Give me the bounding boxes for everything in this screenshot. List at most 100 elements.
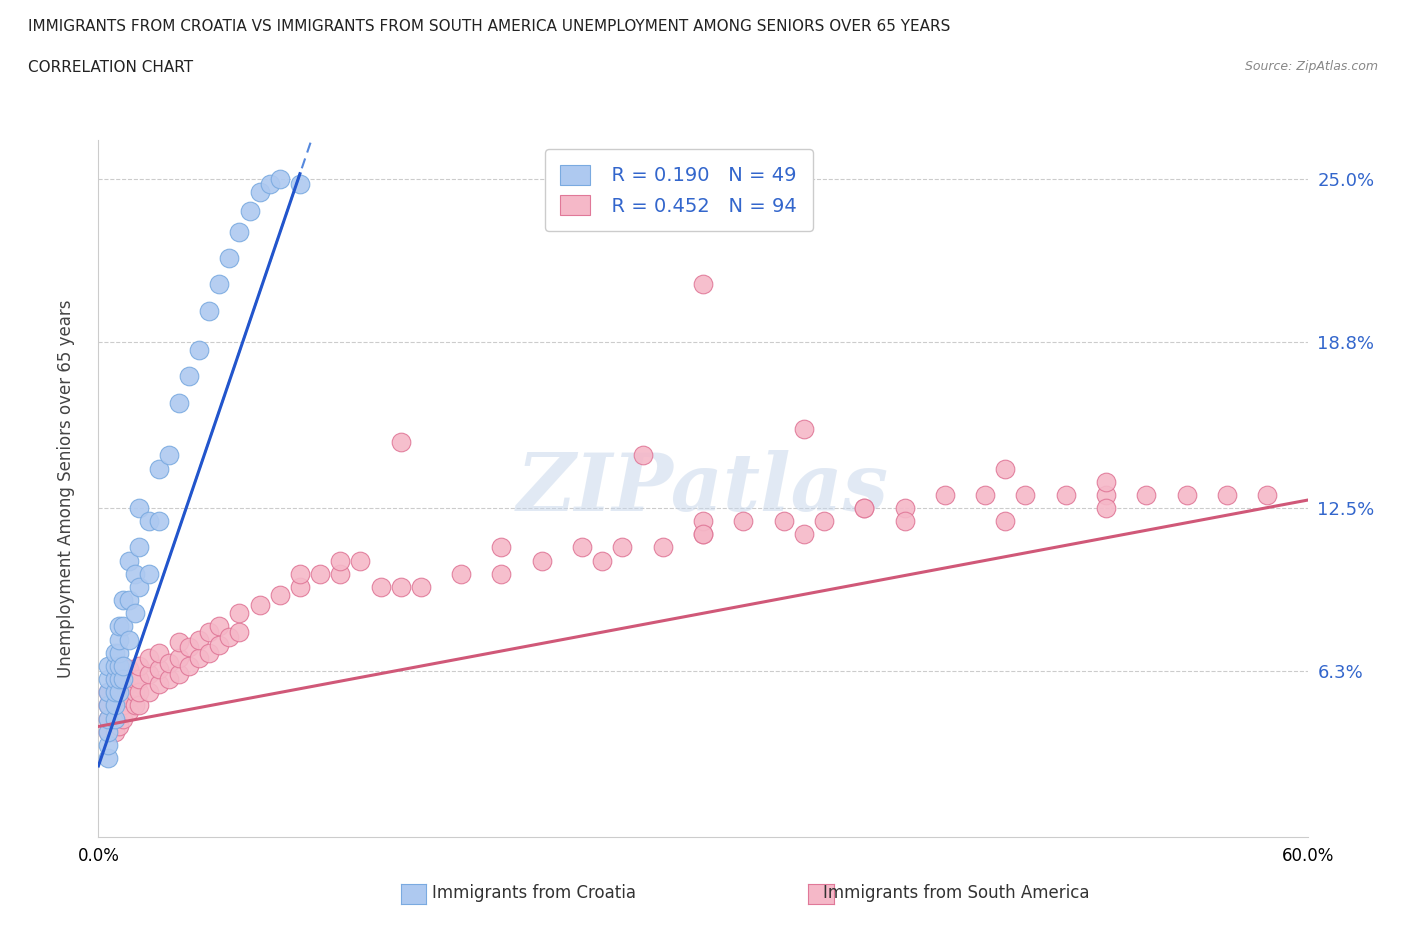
Point	[103, 698, 125, 712]
Text: ZIPatlas: ZIPatlas	[517, 449, 889, 527]
Point	[733, 513, 755, 528]
Point	[111, 684, 134, 699]
Point	[103, 671, 125, 686]
Legend:   R = 0.190   N = 49,   R = 0.452   N = 94: R = 0.190 N = 49, R = 0.452 N = 94	[546, 149, 813, 232]
Point	[97, 724, 120, 739]
Point	[692, 527, 714, 542]
Point	[138, 566, 160, 581]
Point	[269, 588, 291, 603]
Point	[111, 711, 134, 726]
Point	[103, 711, 125, 726]
Point	[118, 703, 141, 718]
Point	[198, 624, 221, 639]
Point	[124, 684, 146, 699]
Text: IMMIGRANTS FROM CROATIA VS IMMIGRANTS FROM SOUTH AMERICA UNEMPLOYMENT AMONG SENI: IMMIGRANTS FROM CROATIA VS IMMIGRANTS FR…	[28, 19, 950, 33]
Point	[167, 651, 190, 666]
Point	[103, 645, 125, 660]
Point	[124, 698, 146, 712]
Point	[118, 632, 141, 647]
Point	[179, 369, 201, 384]
Point	[198, 303, 221, 318]
Point	[97, 684, 120, 699]
Point	[128, 684, 150, 699]
Point	[1175, 487, 1198, 502]
Point	[893, 513, 915, 528]
Point	[228, 624, 250, 639]
Point	[269, 171, 291, 186]
Point	[1095, 487, 1118, 502]
Point	[97, 698, 120, 712]
Point	[107, 619, 129, 634]
Point	[288, 177, 311, 192]
Point	[118, 690, 141, 705]
Point	[128, 658, 150, 673]
Point	[349, 553, 371, 568]
Point	[179, 640, 201, 655]
Point	[389, 579, 412, 594]
Point	[97, 711, 120, 726]
Point	[188, 342, 211, 357]
Point	[128, 579, 150, 594]
Point	[631, 448, 654, 463]
Point	[974, 487, 997, 502]
Point	[157, 671, 180, 686]
Point	[793, 421, 815, 436]
Point	[239, 203, 262, 218]
Point	[179, 658, 201, 673]
Point	[107, 658, 129, 673]
Point	[228, 605, 250, 620]
Point	[571, 540, 593, 555]
Point	[138, 684, 160, 699]
Point	[409, 579, 432, 594]
Point	[853, 500, 876, 515]
Point	[111, 671, 134, 686]
Point	[97, 737, 120, 752]
Point	[208, 277, 231, 292]
Point	[591, 553, 613, 568]
Point	[188, 651, 211, 666]
Point	[138, 513, 160, 528]
Point	[103, 698, 125, 712]
Point	[107, 677, 129, 692]
Point	[111, 619, 134, 634]
Point	[491, 540, 513, 555]
Point	[288, 566, 311, 581]
Point	[124, 671, 146, 686]
Point	[111, 671, 134, 686]
Point	[167, 635, 190, 650]
Point	[103, 658, 125, 673]
Point	[370, 579, 392, 594]
Point	[530, 553, 553, 568]
Point	[994, 461, 1017, 476]
Point	[612, 540, 634, 555]
Point	[111, 698, 134, 712]
Point	[651, 540, 673, 555]
Point	[259, 177, 281, 192]
Text: Immigrants from Croatia: Immigrants from Croatia	[432, 884, 637, 902]
Point	[208, 637, 231, 652]
Point	[148, 645, 170, 660]
Point	[107, 664, 129, 679]
Point	[228, 224, 250, 239]
Point	[157, 656, 180, 671]
Point	[218, 630, 240, 644]
Point	[111, 592, 134, 607]
Point	[893, 500, 915, 515]
Point	[813, 513, 835, 528]
Point	[103, 711, 125, 726]
Y-axis label: Unemployment Among Seniors over 65 years: Unemployment Among Seniors over 65 years	[56, 299, 75, 677]
Point	[148, 513, 170, 528]
Point	[128, 671, 150, 686]
Point	[1135, 487, 1157, 502]
Point	[157, 448, 180, 463]
Point	[1216, 487, 1239, 502]
Point	[249, 185, 271, 200]
Point	[148, 661, 170, 676]
Point	[97, 684, 120, 699]
Point	[148, 461, 170, 476]
Point	[249, 598, 271, 613]
Point	[309, 566, 332, 581]
Point	[107, 690, 129, 705]
Point	[97, 698, 120, 712]
Point	[692, 513, 714, 528]
